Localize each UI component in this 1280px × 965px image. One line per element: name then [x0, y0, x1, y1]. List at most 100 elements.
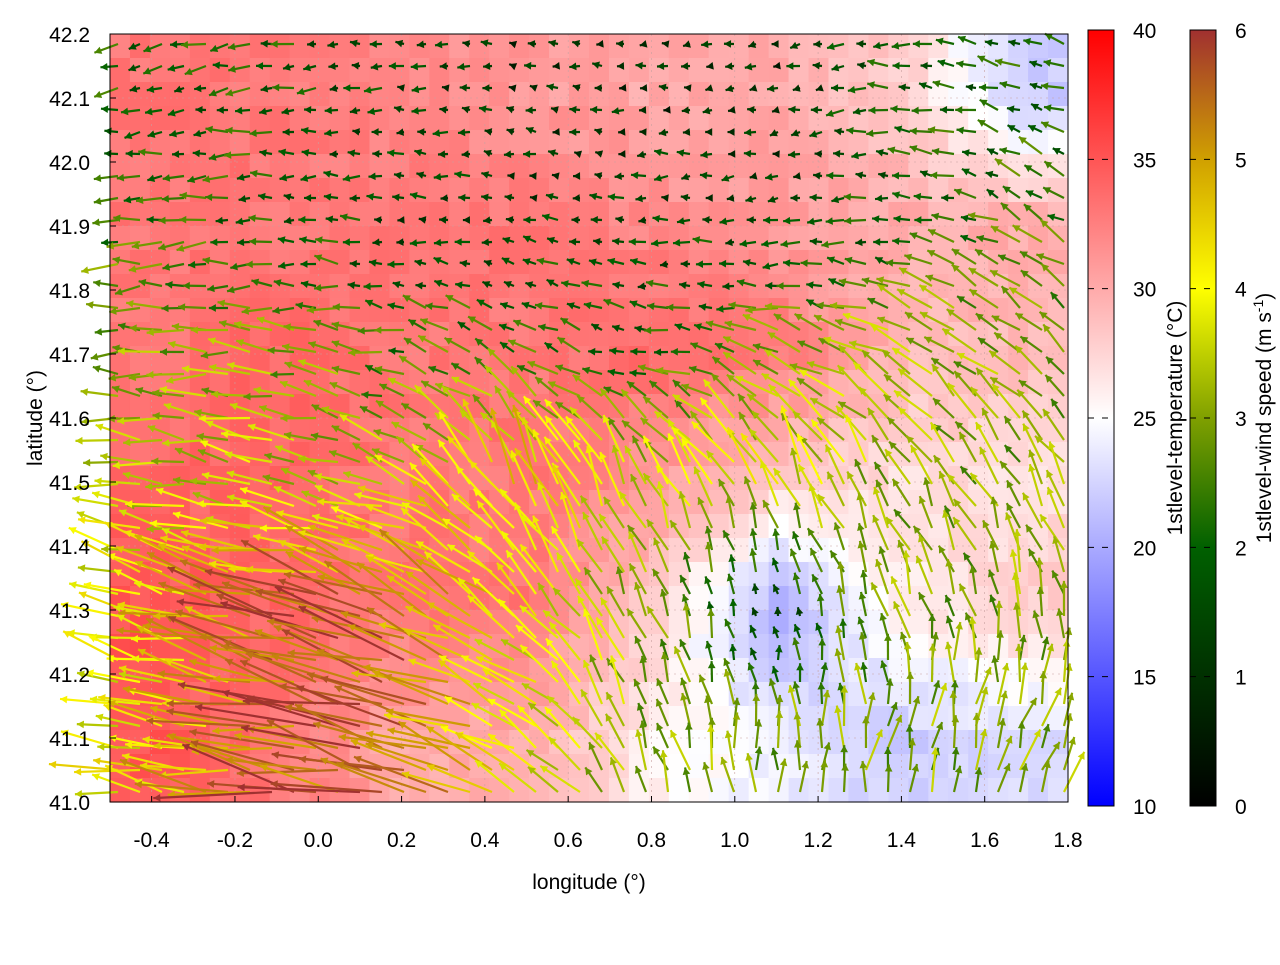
heatmap-cell: [749, 562, 770, 587]
heatmap-cell: [529, 58, 550, 83]
heatmap-cell: [549, 778, 570, 803]
heatmap-cell: [769, 754, 790, 779]
heatmap-cell: [369, 322, 390, 347]
heatmap-cell: [709, 34, 730, 59]
heatmap-cell: [150, 346, 171, 371]
heatmap-cell: [330, 298, 351, 323]
heatmap-cell: [449, 226, 470, 251]
heatmap-cell: [888, 778, 909, 803]
heatmap-cell: [868, 370, 889, 395]
heatmap-cell: [270, 202, 291, 227]
heatmap-cell: [449, 58, 470, 83]
heatmap-cell: [809, 58, 830, 83]
heatmap-cell: [649, 58, 670, 83]
heatmap-cell: [310, 202, 331, 227]
heatmap-cell: [1028, 586, 1049, 611]
heatmap-cell: [170, 82, 191, 107]
heatmap-cell: [888, 82, 909, 107]
heatmap-cell: [689, 298, 710, 323]
heatmap-cell: [609, 34, 630, 59]
vector-head: [101, 239, 108, 247]
heatmap-cell: [689, 274, 710, 299]
heatmap-cell: [489, 106, 510, 131]
heatmap-cell: [369, 82, 390, 107]
heatmap-cell: [350, 322, 371, 347]
heatmap-cell: [529, 202, 550, 227]
heatmap-cell: [130, 154, 151, 179]
heatmap-cell: [669, 82, 690, 107]
heatmap-cell: [888, 754, 909, 779]
heatmap-cell: [549, 562, 570, 587]
heatmap-cell: [290, 34, 311, 59]
heatmap-cell: [629, 202, 650, 227]
heatmap-cell: [190, 154, 211, 179]
heatmap-cell: [549, 106, 570, 131]
heatmap-cell: [888, 178, 909, 203]
heatmap-cell: [130, 418, 151, 443]
heatmap-cell: [250, 58, 271, 83]
heatmap-cell: [190, 298, 211, 323]
heatmap-cell: [1048, 394, 1069, 419]
heatmap-cell: [669, 466, 690, 491]
vector-shaft: [199, 418, 250, 419]
vector-head: [91, 353, 99, 360]
heatmap-cell: [369, 58, 390, 83]
heatmap-cell: [110, 394, 131, 419]
heatmap-cell: [948, 58, 969, 83]
heatmap-cell: [150, 34, 171, 59]
heatmap-cell: [230, 154, 251, 179]
heatmap-cell: [888, 298, 909, 323]
heatmap-cell: [948, 778, 969, 803]
heatmap-cell: [1048, 202, 1069, 227]
heatmap-cell: [389, 298, 410, 323]
heatmap-cell: [769, 538, 790, 563]
heatmap-cell: [968, 58, 989, 83]
heatmap-cell: [948, 82, 969, 107]
heatmap-cell: [629, 58, 650, 83]
heatmap-cell: [908, 202, 929, 227]
heatmap-cell: [769, 562, 790, 587]
heatmap-cell: [789, 226, 810, 251]
heatmap-cell: [789, 58, 810, 83]
heatmap-cell: [330, 226, 351, 251]
heatmap-cell: [589, 226, 610, 251]
heatmap-cell: [829, 82, 850, 107]
heatmap-cell: [729, 58, 750, 83]
heatmap-cell: [589, 778, 610, 803]
heatmap-cell: [190, 322, 211, 347]
heatmap-cell: [529, 298, 550, 323]
heatmap-cell: [729, 34, 750, 59]
heatmap-cell: [868, 538, 889, 563]
heatmap-cell: [529, 34, 550, 59]
heatmap-cell: [649, 154, 670, 179]
heatmap-cell: [290, 394, 311, 419]
heatmap-cell: [290, 202, 311, 227]
heatmap-cell: [549, 682, 570, 707]
heatmap-cell: [389, 202, 410, 227]
heatmap: [110, 34, 1069, 803]
heatmap-cell: [290, 154, 311, 179]
heatmap-cell: [290, 466, 311, 491]
heatmap-cell: [669, 658, 690, 683]
heatmap-cell: [190, 34, 211, 59]
heatmap-cell: [230, 250, 251, 275]
heatmap-cell: [270, 274, 291, 299]
heatmap-cell: [489, 58, 510, 83]
heatmap-cell: [389, 274, 410, 299]
heatmap-cell: [250, 274, 271, 299]
heatmap-cell: [729, 226, 750, 251]
heatmap-cell: [609, 130, 630, 155]
vector-head: [95, 328, 102, 336]
heatmap-cell: [130, 106, 151, 131]
heatmap-cell: [170, 106, 191, 131]
heatmap-cell: [789, 562, 810, 587]
heatmap-cell: [968, 154, 989, 179]
heatmap-cell: [1048, 178, 1069, 203]
heatmap-cell: [1008, 34, 1029, 59]
heatmap-cell: [569, 58, 590, 83]
heatmap-cell: [350, 442, 371, 467]
heatmap-cell: [749, 154, 770, 179]
heatmap-cell: [250, 202, 271, 227]
heatmap-cell: [409, 346, 430, 371]
vector-head: [69, 581, 77, 588]
